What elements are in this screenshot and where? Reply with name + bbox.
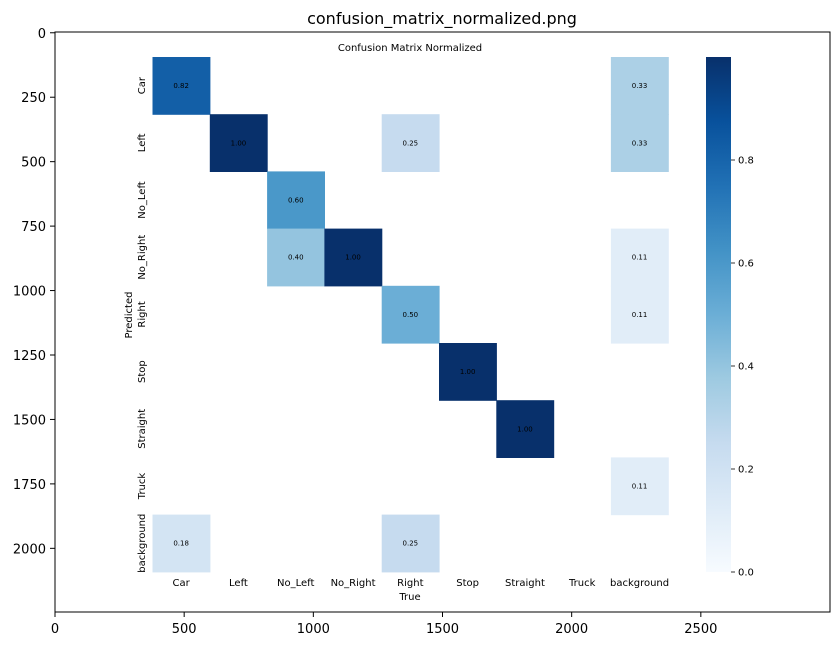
cell-value-label: 0.82 — [173, 82, 189, 90]
heatmap-cell — [610, 285, 669, 344]
cell-value-label: 1.00 — [345, 254, 361, 262]
outer-y-tick-label: 2000 — [13, 542, 46, 557]
x-category-label: Truck — [568, 578, 596, 589]
outer-x-tick-label: 2500 — [684, 622, 717, 637]
cell-value-label: 0.33 — [632, 82, 648, 90]
y-category-labels: Car Left No_Left No_Right Right Stop Straight T… — [137, 76, 148, 573]
outer-x-tick-label: 500 — [172, 622, 197, 637]
heatmap-cell — [267, 171, 325, 230]
window-title: confusion_matrix_normalized.png — [307, 9, 577, 29]
colorbar-tick-label: 0.6 — [738, 259, 754, 270]
cell-value-label: 0.25 — [403, 139, 419, 147]
colorbar — [706, 57, 731, 572]
x-category-label: Car — [173, 578, 191, 589]
heatmap-cell — [381, 285, 440, 344]
cell-value-label: 1.00 — [517, 425, 533, 433]
y-category-label: Truck — [137, 473, 148, 501]
x-category-label: Straight — [505, 578, 545, 589]
cell-value-label: 0.50 — [403, 311, 419, 319]
heatmap-cell — [152, 57, 211, 115]
cell-value-label: 0.11 — [632, 483, 648, 491]
cell-value-label: 1.00 — [460, 368, 476, 376]
outer-y-tick-label: 1000 — [13, 285, 46, 300]
colorbar-tick-label: 0.2 — [738, 465, 754, 476]
y-category-label: No_Left — [137, 181, 148, 218]
cell-value-label: 0.11 — [632, 254, 648, 262]
x-category-label: Left — [229, 578, 248, 589]
outer-y-tick-label: 0 — [38, 27, 46, 42]
outer-y-axis: 0 250 500 750 1000 1250 1500 1750 2000 — [13, 27, 55, 557]
y-category-label: Stop — [137, 360, 148, 383]
outer-y-tick-label: 1500 — [13, 413, 46, 428]
outer-y-tick-label: 500 — [21, 156, 46, 171]
x-axis-label: True — [398, 592, 420, 603]
cell-value-label: 0.11 — [632, 311, 648, 319]
heatmap-cell — [496, 400, 555, 458]
colorbar-ticks: 0.0 0.2 0.4 0.6 0.8 — [731, 156, 754, 579]
heatmap-cell — [610, 457, 669, 516]
heatmap-cell — [209, 114, 268, 172]
outer-x-tick-label: 1000 — [297, 622, 330, 637]
heatmap-cell — [439, 343, 497, 401]
outer-y-tick-label: 1250 — [13, 349, 46, 364]
cell-value-label: 0.18 — [173, 540, 189, 548]
heatmap-cell — [381, 114, 440, 172]
outer-x-axis: 0 500 1000 1500 2000 2500 — [51, 612, 717, 637]
outer-x-tick-label: 1500 — [426, 622, 459, 637]
outer-x-tick-label: 0 — [51, 622, 59, 637]
cell-value-label: 0.40 — [288, 254, 304, 262]
x-category-labels: Car Left No_Left No_Right Right Stop Straight T… — [173, 578, 670, 589]
cell-value-label: 1.00 — [231, 139, 247, 147]
colorbar-tick-label: 0.4 — [738, 362, 754, 373]
heatmap-cells: 0.82 0.33 1.00 0.25 0.33 0.60 0.40 1.00 0.11 0.50… — [152, 57, 669, 573]
cell-value-label: 0.60 — [288, 197, 304, 205]
cell-value-label: 0.25 — [403, 540, 419, 548]
colorbar-tick-label: 0.8 — [738, 156, 754, 167]
y-category-label: Left — [137, 133, 148, 152]
y-axis-label: Predicted — [124, 292, 135, 339]
x-category-label: Right — [397, 578, 423, 589]
x-category-label: No_Left — [277, 578, 314, 589]
chart-title: Confusion Matrix Normalized — [338, 43, 482, 54]
heatmap-cell — [324, 228, 383, 287]
heatmap-cell — [610, 228, 669, 287]
heatmap-cell — [152, 514, 211, 573]
outer-x-tick-label: 2000 — [555, 622, 588, 637]
outer-y-tick-label: 750 — [21, 220, 46, 235]
x-category-label: No_Right — [331, 578, 376, 589]
outer-y-tick-label: 250 — [21, 91, 46, 106]
y-category-label: No_Right — [137, 235, 148, 280]
cell-value-label: 0.33 — [632, 139, 648, 147]
y-category-label: Right — [137, 301, 148, 327]
x-category-label: Stop — [456, 578, 479, 589]
x-category-label: background — [610, 578, 669, 589]
y-category-label: Straight — [137, 409, 148, 449]
heatmap-cell — [267, 228, 325, 287]
colorbar-tick-label: 0.0 — [738, 568, 754, 579]
heatmap-cell — [610, 57, 669, 115]
y-category-label: background — [137, 514, 148, 573]
y-category-label: Car — [137, 76, 148, 94]
outer-y-tick-label: 1750 — [13, 478, 46, 493]
heatmap-cell — [610, 114, 669, 172]
heatmap-cell — [381, 514, 440, 573]
